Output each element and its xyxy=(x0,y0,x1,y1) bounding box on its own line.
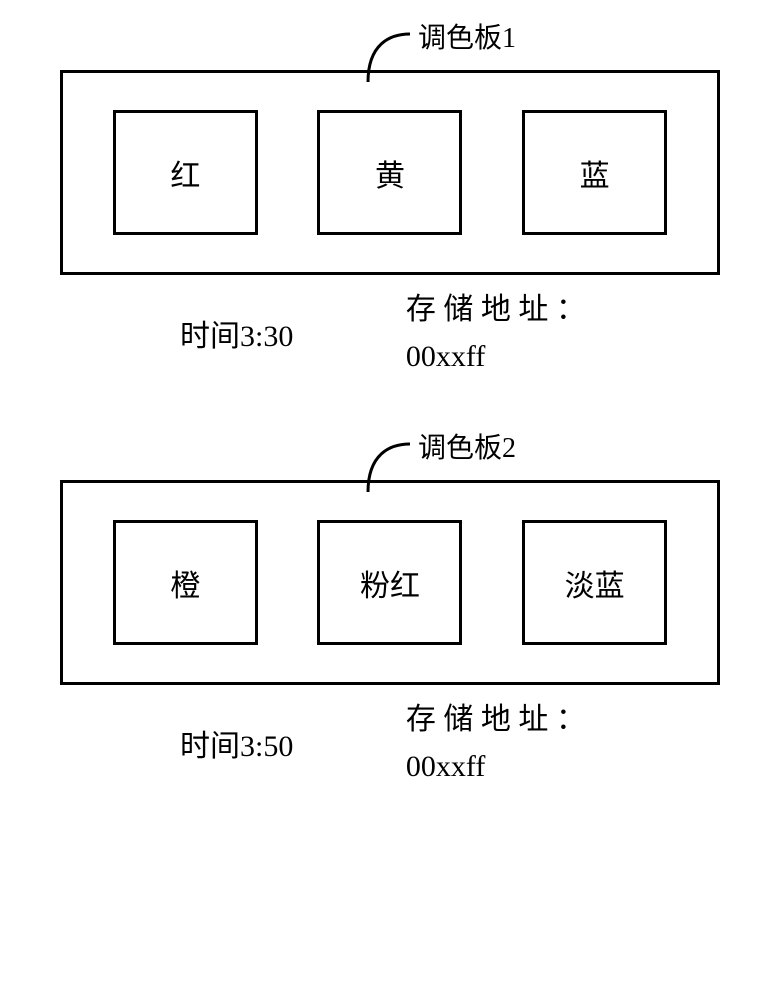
address-block-1: 存 储 地 址 ： 00xxff xyxy=(406,287,720,380)
swatch-2-1: 粉红 xyxy=(317,520,462,645)
storage-address-1: 00xxff xyxy=(406,334,720,381)
storage-address-2: 00xxff xyxy=(406,744,720,791)
meta-row-1: 时间3:30 存 储 地 址 ： 00xxff xyxy=(60,287,720,380)
palette-group-2: 调色板2 橙 粉红 淡蓝 时间3:50 存 储 地 址 ： 00xxff xyxy=(30,480,741,790)
storage-label-1: 存 储 地 址 ： xyxy=(406,287,720,334)
storage-label-2: 存 储 地 址 ： xyxy=(406,697,720,744)
swatch-2-2: 淡蓝 xyxy=(522,520,667,645)
swatch-1-1: 黄 xyxy=(317,110,462,235)
address-block-2: 存 储 地 址 ： 00xxff xyxy=(406,697,720,790)
palette-title-1: 调色板1 xyxy=(418,16,516,56)
time-label-2: 时间3:50 xyxy=(180,721,396,790)
swatch-1-2: 蓝 xyxy=(522,110,667,235)
palette-box-2: 橙 粉红 淡蓝 xyxy=(60,480,720,685)
palette-group-1: 调色板1 红 黄 蓝 时间3:30 存 储 地 址 ： 00xxff xyxy=(30,70,741,380)
swatch-1-0: 红 xyxy=(113,110,258,235)
time-label-1: 时间3:30 xyxy=(180,311,396,380)
palette-title-2: 调色板2 xyxy=(418,426,516,466)
palette-box-1: 红 黄 蓝 xyxy=(60,70,720,275)
swatch-2-0: 橙 xyxy=(113,520,258,645)
meta-row-2: 时间3:50 存 储 地 址 ： 00xxff xyxy=(60,697,720,790)
